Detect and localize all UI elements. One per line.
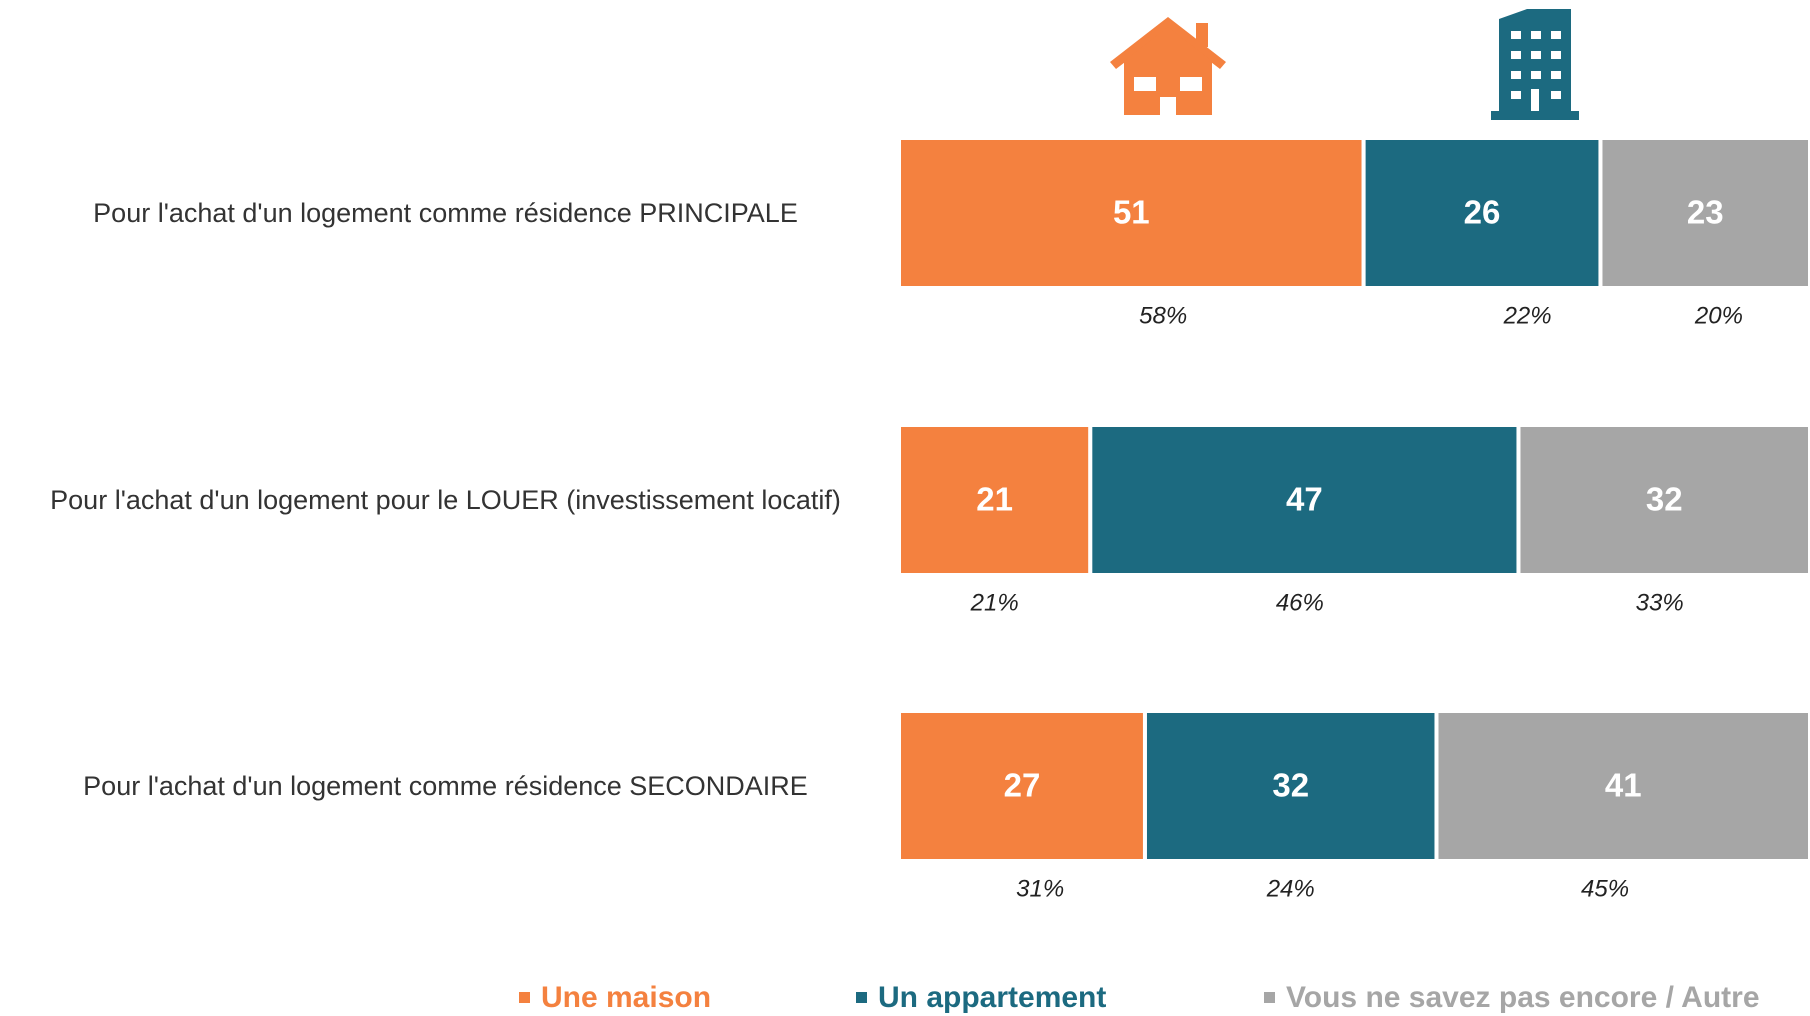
bar-segment: [1434, 709, 1810, 863]
bar-segment: [1361, 136, 1603, 290]
comparison-label: 20%: [1694, 302, 1743, 329]
value-label: 41: [1605, 767, 1642, 804]
value-label: 21: [976, 481, 1013, 518]
value-label: 26: [1464, 194, 1501, 231]
value-label: 47: [1286, 481, 1323, 518]
value-label: 23: [1687, 194, 1724, 231]
comparison-label: 33%: [1636, 589, 1684, 616]
legend-swatch: [856, 992, 867, 1003]
legend-label: Une maison: [541, 981, 711, 1014]
house-icon: [1110, 17, 1226, 115]
comparison-label: 22%: [1503, 302, 1552, 329]
legend-label: Vous ne savez pas encore / Autre: [1286, 981, 1760, 1014]
legend-swatch: [519, 992, 530, 1003]
legend-label: Un appartement: [878, 981, 1106, 1014]
category-label: Pour l'achat d'un logement comme résiden…: [83, 770, 808, 801]
bar-segment: [897, 136, 1366, 290]
building-icon: [1491, 9, 1579, 120]
comparison-label: 46%: [1276, 589, 1324, 616]
legend-swatch: [1264, 992, 1275, 1003]
bar-segment: [1598, 136, 1810, 290]
comparison-label: 21%: [970, 589, 1019, 616]
comparison-label: 45%: [1581, 875, 1629, 902]
value-label: 32: [1272, 767, 1309, 804]
comparison-label: 24%: [1266, 875, 1315, 902]
category-label: Pour l'achat d'un logement comme résiden…: [93, 197, 798, 228]
comparison-label: 58%: [1139, 302, 1187, 329]
value-label: 27: [1004, 767, 1041, 804]
value-label: 51: [1113, 194, 1150, 231]
bar-segment: [1142, 709, 1439, 863]
category-label: Pour l'achat d'un logement pour le LOUER…: [50, 484, 841, 515]
bar-segment: [897, 709, 1147, 863]
comparison-label: 31%: [1016, 875, 1064, 902]
bar-segment: [897, 423, 1093, 577]
bar-segment: [1516, 423, 1810, 577]
value-label: 32: [1646, 481, 1683, 518]
